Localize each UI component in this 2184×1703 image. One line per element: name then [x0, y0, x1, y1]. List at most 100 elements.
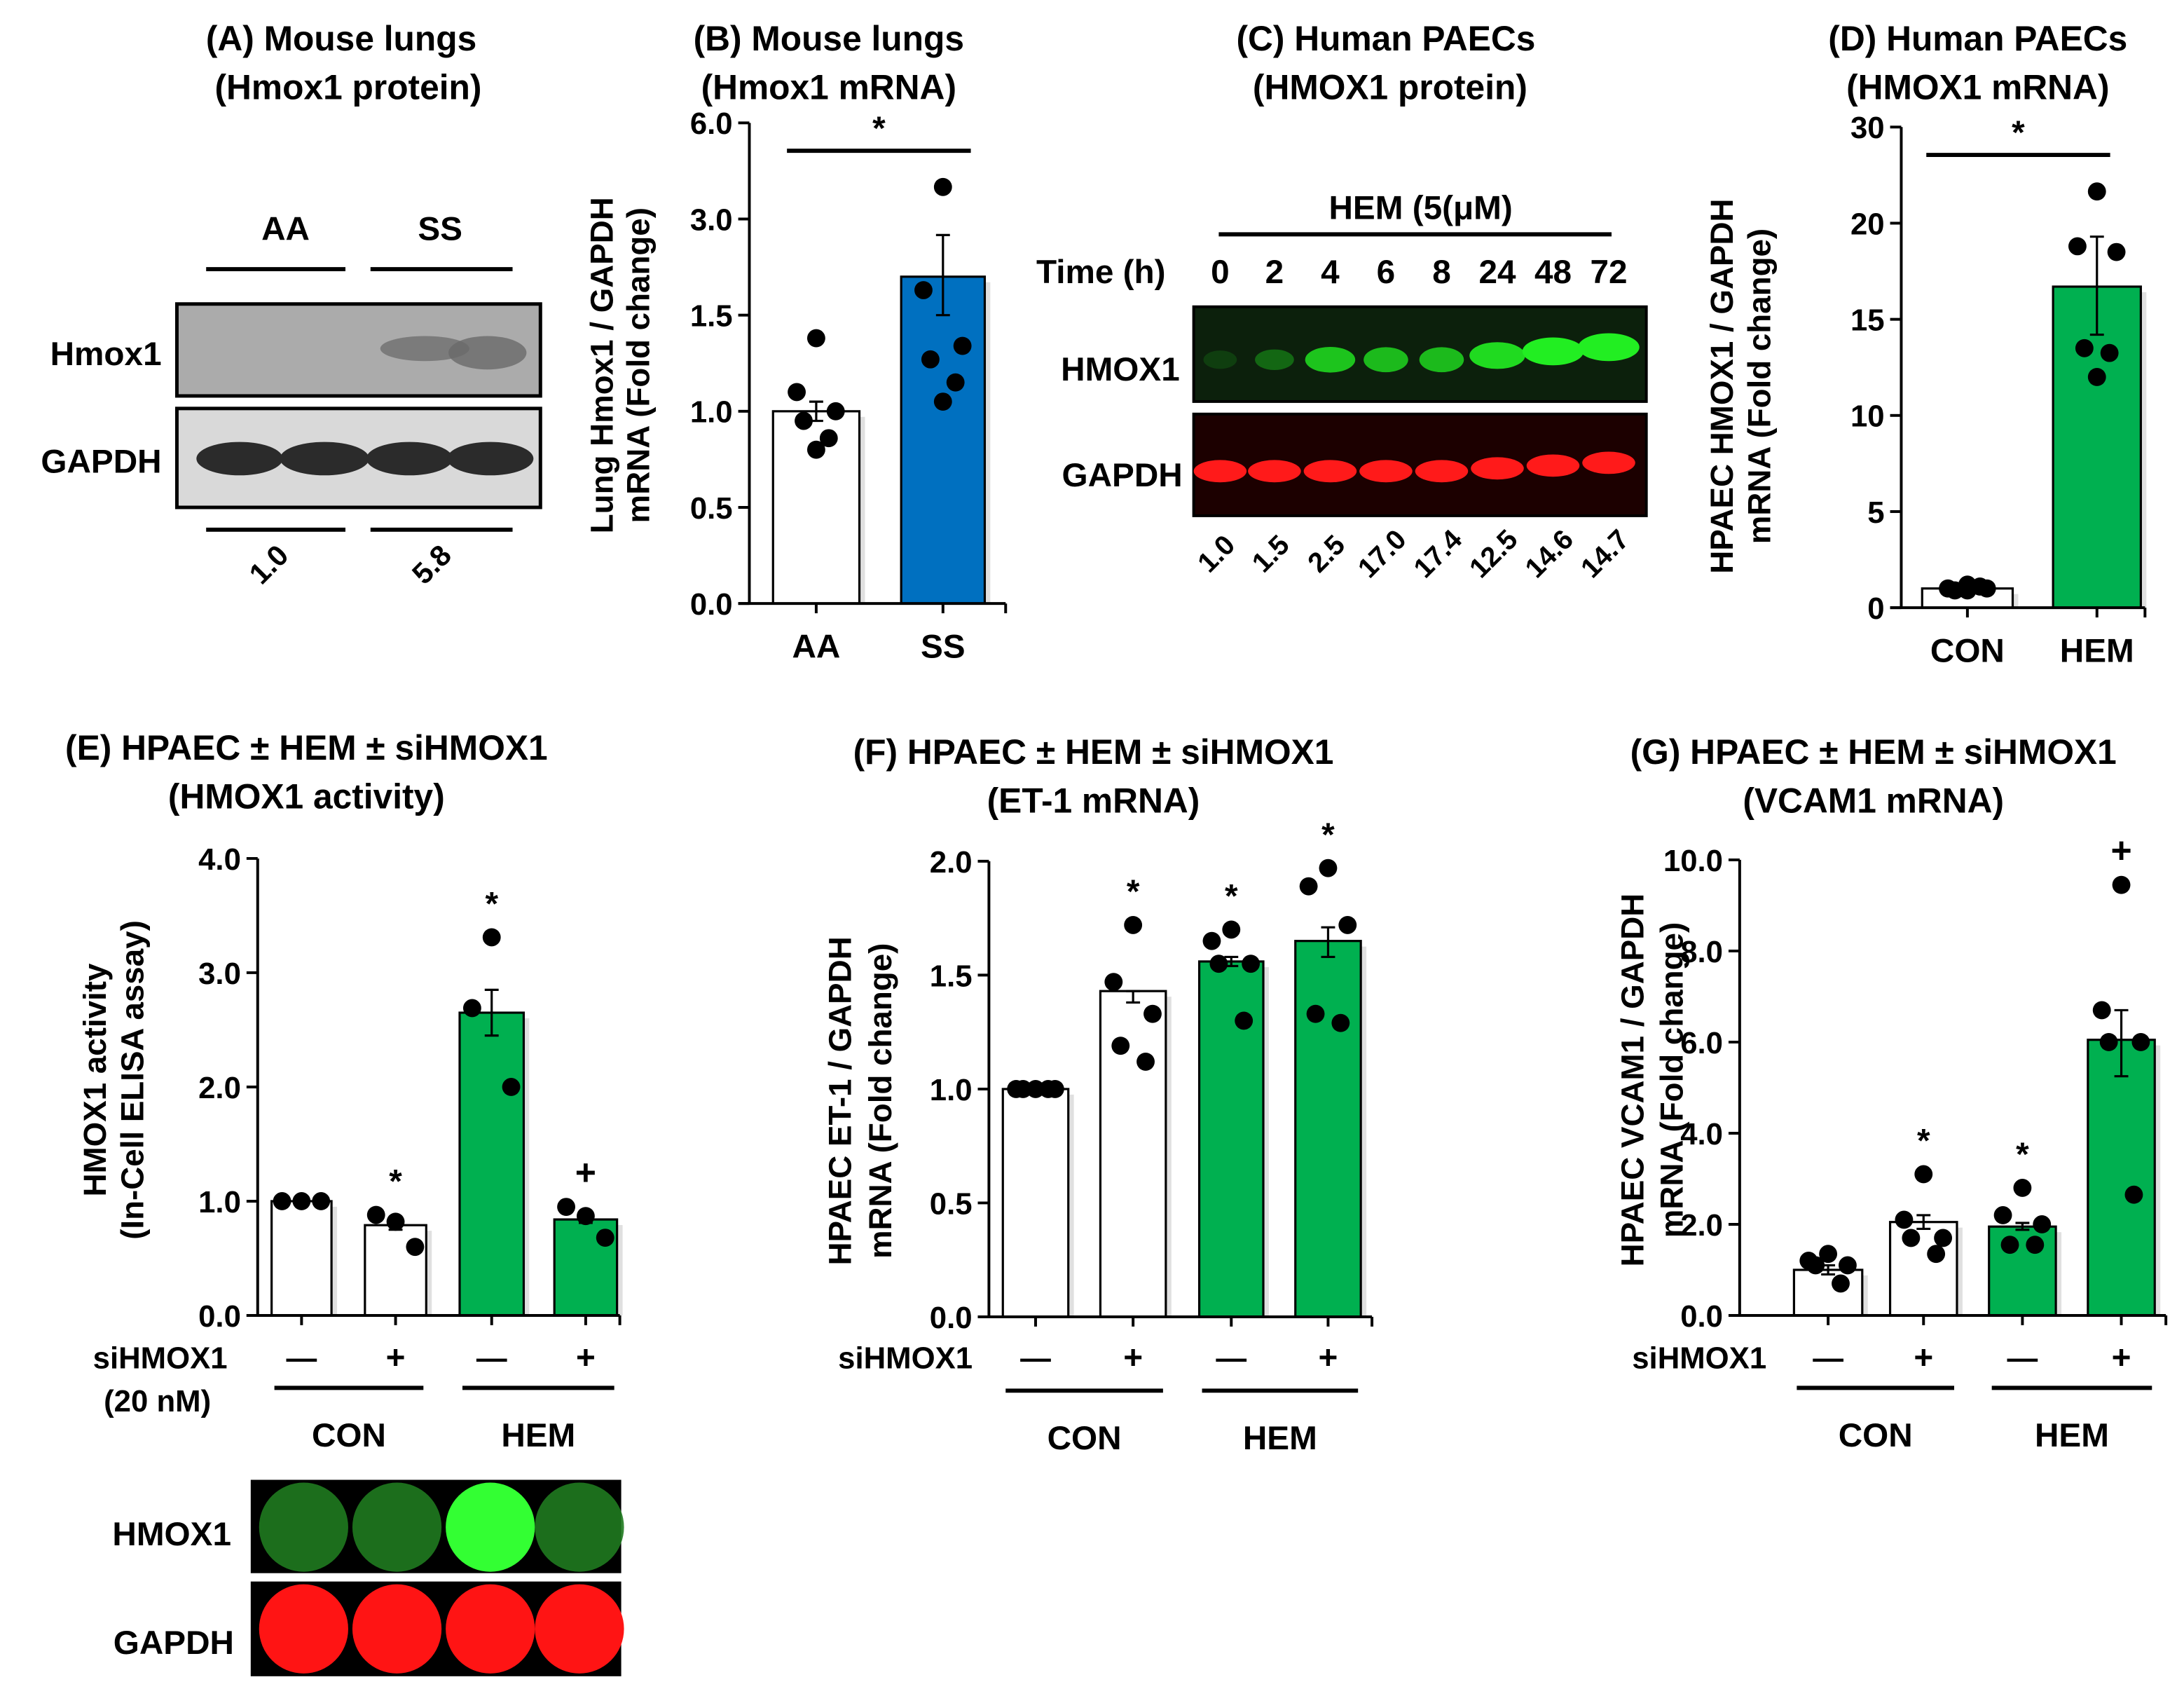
chart-subtitle: (HMOX1 activity) [168, 777, 445, 816]
y-tick-label: 15 [1850, 303, 1885, 338]
y-axis-label: HMOX1 activity [77, 963, 113, 1196]
data-point [596, 1229, 614, 1247]
treatment-sign: — [1813, 1341, 1843, 1376]
data-point [1806, 1256, 1825, 1275]
x-category-label: HEM [2060, 633, 2134, 670]
bar-— [1001, 1088, 1070, 1318]
data-point [806, 329, 825, 348]
hmox1-band [1522, 337, 1584, 366]
chart-title: (G) HPAEC ± HEM ± siHMOX1 [1630, 732, 2117, 772]
data-point [2099, 1033, 2118, 1051]
y-tick-label: 1.0 [690, 395, 733, 430]
y-tick-label: 0.0 [1680, 1299, 1723, 1334]
treatment-sign: — [1020, 1341, 1051, 1376]
y-axis-label: HPAEC VCAM1 / GAPDH [1615, 894, 1651, 1267]
hmox1-band [1364, 347, 1408, 373]
data-point [1331, 1013, 1350, 1032]
significance-marker: * [2016, 1136, 2029, 1173]
panel-e-incell-images: HMOX1 GAPDH [112, 1479, 624, 1676]
data-point [2124, 1185, 2143, 1204]
chart-subtitle: (VCAM1 mRNA) [1743, 781, 2004, 820]
y-tick-label: 8.0 [1680, 935, 1723, 969]
hmox1-band [1469, 342, 1525, 369]
data-point [1209, 955, 1228, 973]
gapdh-band [447, 442, 534, 476]
data-point [1819, 1245, 1838, 1264]
significance-marker: * [2012, 114, 2025, 151]
panel-c: (C) Human PAECs (HMOX1 protein) HEM (5(μM)… [1036, 19, 1648, 584]
panel-c-title: (C) Human PAECs [1236, 19, 1535, 58]
data-point [1306, 1004, 1325, 1023]
data-point [2068, 237, 2087, 256]
data-point [312, 1192, 331, 1210]
hmox1-band [1578, 333, 1640, 362]
panel-e-chart: (E) HPAEC ± HEM ± siHMOX1 (HMOX1 activity… [65, 728, 623, 1454]
band-ratio-value: 17.4 [1408, 524, 1468, 584]
y-tick-label: 1.5 [690, 299, 733, 334]
y-axis-label: (In-Cell ELISA assay) [115, 920, 151, 1240]
y-tick-label: 0.5 [930, 1186, 973, 1221]
data-point [2087, 182, 2106, 201]
data-point [826, 402, 845, 420]
group-label: CON [1048, 1420, 1122, 1457]
data-point [1914, 1165, 1933, 1184]
significance-marker: * [389, 1163, 402, 1201]
y-axis-label: mRNA (Fold change) [863, 943, 898, 1259]
chart-subtitle: (Hmox1 mRNA) [701, 68, 956, 107]
data-point [273, 1192, 291, 1210]
time-point-label: 48 [1534, 254, 1572, 291]
panel-f-chart: (F) HPAEC ± HEM ± siHMOX1 (ET-1 mRNA) HPAE… [823, 732, 1374, 1457]
lane-group-label-aa: AA [261, 210, 310, 247]
group-label: HEM [1243, 1420, 1317, 1457]
panel-d-chart: (D) Human PAECs (HMOX1 mRNA) HPAEC HMOX1 /… [1704, 19, 2147, 670]
bar-+ [1294, 940, 1362, 1318]
data-point [1895, 1210, 1914, 1229]
data-point [2000, 1236, 2019, 1254]
bar-SS [900, 275, 987, 605]
y-tick-label: 0.0 [930, 1301, 973, 1335]
data-point [386, 1212, 405, 1231]
data-point [292, 1192, 311, 1210]
data-point [1143, 1004, 1162, 1023]
data-point [406, 1238, 425, 1257]
y-tick-label: 3.0 [198, 957, 241, 991]
data-point [1222, 920, 1241, 939]
y-tick-label: 0.5 [690, 491, 733, 526]
data-point [1136, 1053, 1155, 1071]
treatment-label: siHMOX1 [1632, 1341, 1766, 1376]
treatment-sign: — [2007, 1341, 2038, 1376]
blot-row-label-hmox1: HMOX1 [1061, 351, 1180, 388]
significance-marker: * [1127, 873, 1140, 910]
treatment-label: siHMOX1 [93, 1341, 228, 1376]
panel-g-chart: (G) HPAEC ± HEM ± siHMOX1 (VCAM1 mRNA) HPA… [1615, 732, 2168, 1454]
y-tick-label: 4.0 [1680, 1117, 1723, 1151]
band-ratio-value: 2.5 [1302, 529, 1351, 578]
treatment-sign: + [1123, 1339, 1143, 1376]
panel-a-subtitle: (Hmox1 protein) [214, 68, 481, 107]
y-axis-label: HPAEC HMOX1 / GAPDH [1704, 198, 1740, 573]
time-point-label: 4 [1321, 254, 1340, 291]
data-point [2107, 242, 2126, 261]
band-ratio-value: 14.7 [1575, 524, 1635, 584]
y-axis-label: mRNA (Fold change) [620, 207, 656, 523]
ratio-value-aa: 1.0 [242, 538, 294, 590]
y-tick-label: 0.0 [198, 1299, 241, 1334]
data-point [482, 928, 501, 947]
panel-c-subtitle: (HMOX1 protein) [1253, 68, 1527, 107]
gapdh-well [259, 1584, 348, 1674]
gapdh-band [1471, 457, 1524, 480]
data-point [1242, 955, 1261, 973]
y-tick-label: 0.0 [690, 587, 733, 622]
data-point [1235, 1011, 1254, 1030]
significance-marker: + [575, 1151, 596, 1192]
y-tick-label: 3.0 [690, 203, 733, 237]
data-point [921, 350, 940, 369]
y-tick-label: 1.0 [198, 1185, 241, 1219]
chart-subtitle: (ET-1 mRNA) [987, 781, 1200, 820]
data-point [946, 373, 965, 392]
y-tick-label: 10.0 [1663, 844, 1723, 878]
data-point [1839, 1256, 1857, 1275]
gapdh-band [1526, 454, 1580, 477]
significance-marker: * [485, 886, 498, 923]
data-point [462, 999, 481, 1018]
